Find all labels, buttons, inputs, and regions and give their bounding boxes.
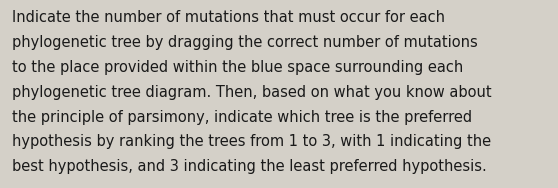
Text: Indicate the number of mutations that must occur for each: Indicate the number of mutations that mu… [12,10,445,25]
Text: the principle of parsimony, indicate which tree is the preferred: the principle of parsimony, indicate whi… [12,110,473,125]
Text: to the place provided within the blue space surrounding each: to the place provided within the blue sp… [12,60,464,75]
Text: hypothesis by ranking the trees from 1 to 3, with 1 indicating the: hypothesis by ranking the trees from 1 t… [12,134,492,149]
Text: phylogenetic tree diagram. Then, based on what you know about: phylogenetic tree diagram. Then, based o… [12,85,492,100]
Text: phylogenetic tree by dragging the correct number of mutations: phylogenetic tree by dragging the correc… [12,35,478,50]
Text: best hypothesis, and 3 indicating the least preferred hypothesis.: best hypothesis, and 3 indicating the le… [12,159,487,174]
